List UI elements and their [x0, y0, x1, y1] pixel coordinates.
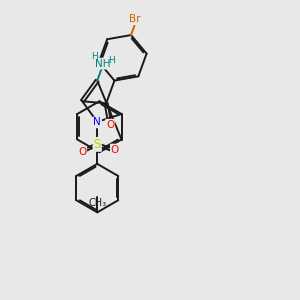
Text: N: N — [93, 118, 101, 128]
Text: CH₃: CH₃ — [88, 198, 106, 208]
Text: H: H — [108, 56, 115, 65]
Text: Br: Br — [129, 14, 141, 24]
Text: O: O — [111, 145, 119, 154]
Text: S: S — [94, 138, 101, 151]
Text: O: O — [78, 147, 86, 157]
Text: O: O — [106, 120, 114, 130]
Text: NH: NH — [95, 58, 111, 69]
Text: H: H — [91, 52, 98, 61]
